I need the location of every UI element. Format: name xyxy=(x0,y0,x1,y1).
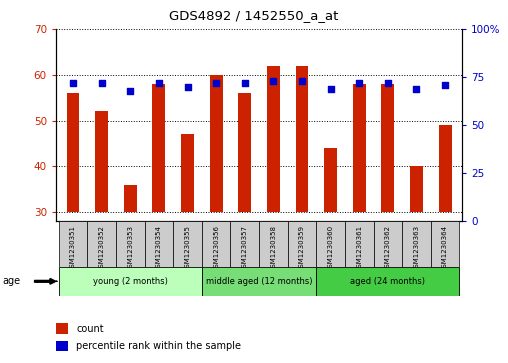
Bar xyxy=(373,221,402,267)
Bar xyxy=(345,221,373,267)
Point xyxy=(126,88,134,94)
Text: count: count xyxy=(76,323,104,334)
Text: GSM1230361: GSM1230361 xyxy=(356,225,362,272)
Text: GSM1230353: GSM1230353 xyxy=(128,225,133,272)
Bar xyxy=(202,221,231,267)
Bar xyxy=(267,66,280,212)
Bar xyxy=(202,267,316,296)
Bar xyxy=(59,221,87,267)
Bar xyxy=(231,221,259,267)
Point xyxy=(183,84,192,90)
Bar xyxy=(152,84,165,212)
Bar xyxy=(402,221,431,267)
Text: GSM1230363: GSM1230363 xyxy=(414,225,420,272)
Bar xyxy=(124,185,137,212)
Text: GSM1230364: GSM1230364 xyxy=(442,225,448,272)
Bar xyxy=(87,221,116,267)
Text: GSM1230358: GSM1230358 xyxy=(270,225,276,272)
Text: age: age xyxy=(3,276,21,286)
Bar xyxy=(59,267,202,296)
Point xyxy=(384,80,392,86)
Bar xyxy=(382,84,394,212)
Bar xyxy=(173,221,202,267)
Bar xyxy=(56,323,68,334)
Text: aged (24 months): aged (24 months) xyxy=(351,277,425,286)
Bar xyxy=(181,134,194,212)
Bar xyxy=(259,221,288,267)
Point xyxy=(212,80,220,86)
Bar xyxy=(95,111,108,212)
Bar xyxy=(296,66,308,212)
Point xyxy=(98,80,106,86)
Text: GSM1230351: GSM1230351 xyxy=(70,225,76,272)
Text: GSM1230356: GSM1230356 xyxy=(213,225,219,272)
Text: GDS4892 / 1452550_a_at: GDS4892 / 1452550_a_at xyxy=(169,9,339,22)
Point xyxy=(155,80,163,86)
Point xyxy=(269,78,277,84)
Point xyxy=(241,80,249,86)
Text: young (2 months): young (2 months) xyxy=(93,277,168,286)
Bar xyxy=(288,221,316,267)
Text: middle aged (12 months): middle aged (12 months) xyxy=(206,277,312,286)
Point xyxy=(355,80,363,86)
Bar xyxy=(56,341,68,351)
Bar xyxy=(210,75,223,212)
Bar xyxy=(439,125,452,212)
Bar xyxy=(431,221,459,267)
Bar xyxy=(116,221,145,267)
Bar xyxy=(353,84,366,212)
Point xyxy=(327,86,335,91)
Point xyxy=(412,86,421,91)
Text: GSM1230360: GSM1230360 xyxy=(328,225,334,272)
Text: GSM1230359: GSM1230359 xyxy=(299,225,305,272)
Bar xyxy=(410,167,423,212)
Bar xyxy=(67,93,79,212)
Text: GSM1230352: GSM1230352 xyxy=(99,225,105,272)
Point xyxy=(69,80,77,86)
Text: GSM1230357: GSM1230357 xyxy=(242,225,248,272)
Bar xyxy=(316,267,459,296)
Text: GSM1230362: GSM1230362 xyxy=(385,225,391,272)
Text: GSM1230355: GSM1230355 xyxy=(184,225,190,272)
Text: percentile rank within the sample: percentile rank within the sample xyxy=(76,341,241,351)
Bar xyxy=(316,221,345,267)
Bar xyxy=(238,93,251,212)
Point xyxy=(298,78,306,84)
Point xyxy=(441,82,449,88)
Bar xyxy=(324,148,337,212)
Text: GSM1230354: GSM1230354 xyxy=(156,225,162,272)
Bar xyxy=(145,221,173,267)
